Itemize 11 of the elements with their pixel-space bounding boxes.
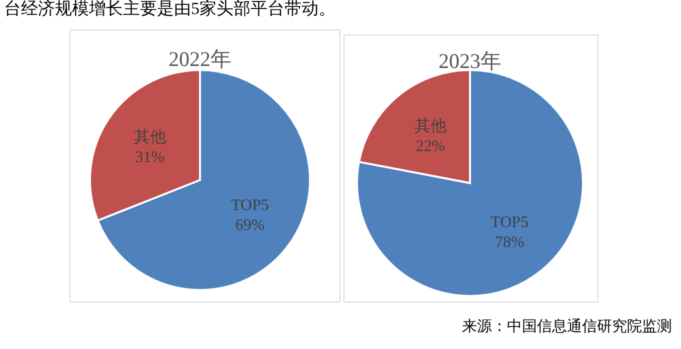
chart-title: 2022年 <box>168 47 232 71</box>
chart-title: 2023年 <box>438 49 502 73</box>
data-label: 78% <box>494 234 524 251</box>
data-label: 22% <box>416 138 446 156</box>
source-note: 来源：中国信息通信研究院监测 <box>462 318 672 335</box>
slice-label: 其他 <box>414 117 446 136</box>
data-label: 31% <box>135 148 165 166</box>
slice-label: 其他 <box>134 128 166 146</box>
slice-label: TOP5 <box>231 197 270 214</box>
data-label: 69% <box>235 217 265 234</box>
slice-label: TOP5 <box>490 214 529 231</box>
